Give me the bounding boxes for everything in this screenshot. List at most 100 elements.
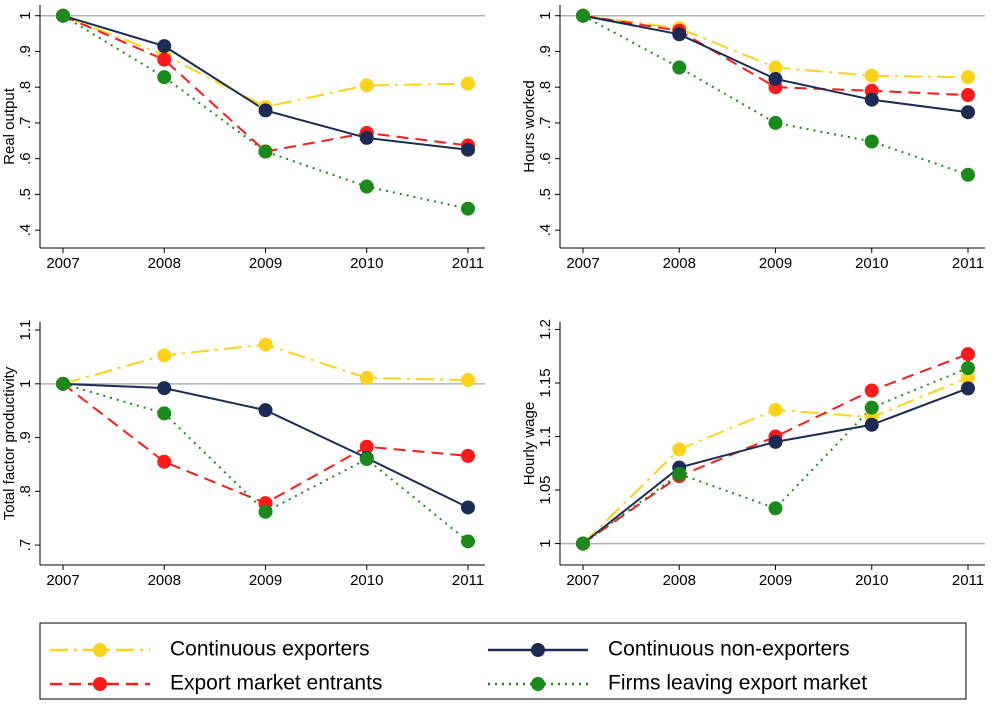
point (258, 144, 273, 159)
point (157, 406, 172, 421)
x-tick-label: 2009 (759, 572, 792, 589)
y-tick-label: .9 (537, 45, 554, 58)
point (359, 78, 374, 93)
x-tick-label: 2011 (952, 572, 984, 589)
x-tick-label: 2009 (759, 255, 792, 272)
point (961, 361, 975, 376)
point (961, 347, 975, 362)
point (359, 179, 374, 194)
point (461, 500, 475, 515)
y-axis-title: Hours worked (521, 80, 538, 173)
legend-marker (531, 677, 545, 691)
point (672, 27, 687, 42)
y-tick-label: .5 (17, 188, 34, 201)
point (768, 402, 783, 417)
point (961, 167, 975, 182)
point (576, 536, 590, 551)
point (157, 70, 172, 85)
y-tick-label: 1.2 (537, 319, 554, 340)
point (576, 8, 590, 23)
y-tick-label: .9 (17, 45, 34, 58)
point (672, 442, 687, 457)
point (461, 373, 475, 388)
legend-marker (93, 677, 107, 691)
y-tick-label: 1.15 (537, 368, 554, 397)
x-tick-label: 2009 (249, 572, 282, 589)
y-tick-label: .6 (537, 152, 554, 165)
point (258, 103, 273, 118)
point (157, 454, 172, 469)
point (56, 376, 70, 391)
point (768, 115, 783, 130)
legend-label: Continuous non-exporters (608, 638, 850, 661)
point (359, 130, 374, 145)
point (864, 383, 879, 398)
y-tick-label: 1 (537, 539, 554, 547)
x-tick-label: 2011 (452, 572, 484, 589)
point (672, 60, 687, 75)
point (461, 201, 475, 216)
point (864, 134, 879, 149)
point (864, 400, 879, 415)
x-tick-label: 2011 (952, 255, 984, 272)
y-tick-label: .8 (537, 81, 554, 94)
point (961, 70, 975, 85)
x-tick-label: 2008 (148, 255, 181, 272)
y-tick-label: 1 (17, 12, 34, 20)
y-tick-label: .5 (537, 188, 554, 201)
y-tick-label: .9 (17, 431, 34, 444)
point (258, 403, 273, 418)
series-line (62, 14, 469, 210)
x-tick-label: 2010 (855, 255, 888, 272)
point (768, 71, 783, 86)
point (157, 39, 172, 54)
x-tick-label: 2008 (663, 255, 696, 272)
y-axis-title: Hourly wage (521, 402, 538, 485)
legend-label: Continuous exporters (170, 638, 370, 661)
point (461, 76, 475, 91)
point (768, 434, 783, 449)
point (359, 370, 374, 385)
point (258, 504, 273, 519)
point (961, 381, 975, 396)
x-tick-label: 2007 (566, 255, 599, 272)
legend-label: Export market entrants (170, 672, 382, 695)
point (864, 92, 879, 107)
y-tick-label: .8 (17, 485, 34, 498)
point (461, 142, 475, 157)
point (961, 105, 975, 120)
y-tick-label: 1.1 (537, 426, 554, 447)
point (157, 348, 172, 363)
y-tick-label: 1 (17, 380, 34, 388)
x-tick-label: 2009 (249, 255, 282, 272)
point (961, 88, 975, 103)
point (768, 501, 783, 516)
point (157, 52, 172, 67)
point (359, 452, 374, 467)
point (864, 68, 879, 83)
point (461, 448, 475, 463)
y-tick-label: .8 (17, 81, 34, 94)
legend-label: Firms leaving export market (608, 672, 867, 695)
x-tick-label: 2008 (148, 572, 181, 589)
point (864, 417, 879, 432)
x-tick-label: 2008 (663, 572, 696, 589)
y-axis-title: Total factor productivity (1, 366, 18, 520)
y-tick-label: 1 (537, 12, 554, 20)
x-tick-label: 2010 (855, 572, 888, 589)
y-tick-label: .4 (17, 224, 34, 237)
y-tick-label: .7 (537, 117, 554, 130)
x-tick-label: 2010 (350, 572, 383, 589)
legend-box (39, 622, 967, 700)
y-tick-label: 1.1 (17, 320, 34, 341)
point (157, 381, 172, 396)
x-tick-label: 2007 (566, 572, 599, 589)
y-tick-label: .7 (17, 117, 34, 130)
y-tick-label: .7 (17, 539, 34, 552)
legend-marker (93, 643, 107, 657)
y-tick-label: .6 (17, 152, 34, 165)
y-axis-title: Real output (1, 87, 18, 165)
x-tick-label: 2011 (452, 255, 484, 272)
